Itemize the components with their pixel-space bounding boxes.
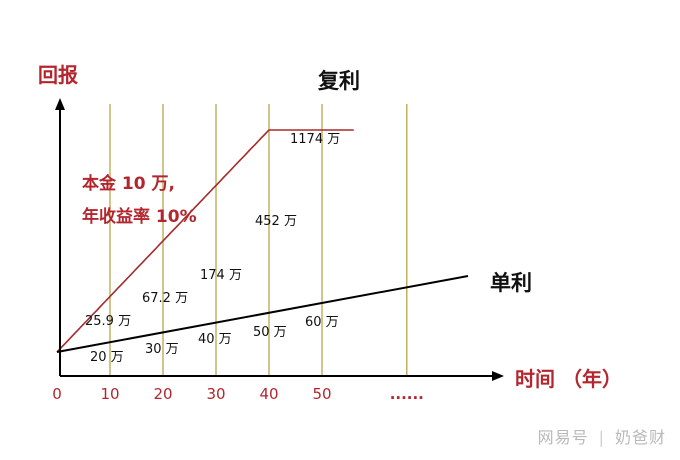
simple-value-label: 50 万 [253,325,287,340]
x-tick-label: 20 [153,385,172,403]
gridlines [109,104,408,376]
annotation-rate: 年收益率 10% [82,206,197,227]
compound-value-label: 1174 万 [290,132,340,147]
simple-value-label: 60 万 [305,315,339,330]
compound-value-label: 174 万 [200,268,242,283]
annotation-principal: 本金 10 万, [82,173,175,194]
x-tick-label: 0 [52,385,62,403]
watermark-author: 奶爸财 [614,428,666,447]
x-tick-label: ...... [390,385,424,403]
watermark: 网易号 | 奶爸财 [538,424,666,448]
simple-interest-series-label: 单利 [490,271,532,295]
y-axis-arrow [55,98,65,110]
x-tick-labels: 0 10 20 30 40 50...... [52,385,424,403]
x-tick-label: 40 [259,385,278,403]
x-axis-label: 时间 （年） [515,367,622,391]
compound-value-label: 452 万 [255,214,297,229]
watermark-source: 网易号 [537,428,589,447]
chart-title: 复利 [317,69,360,93]
x-axis-arrow [492,371,504,381]
simple-value-label: 20 万 [90,350,124,365]
x-tick-label: 30 [206,385,225,403]
compound-value-label: 25.9 万 [85,314,131,329]
simple-value-label: 40 万 [198,332,232,347]
compound-value-label: 67.2 万 [142,291,188,306]
x-tick-label: 50 [312,385,331,403]
data-labels: 25.9 万 67.2 万 174 万 452 万 1174 万 20 万 30 万 40 万… [85,132,340,365]
compound-interest-curve [56,129,354,353]
watermark-separator: | [598,428,605,447]
x-tick-label: 10 [100,385,119,403]
simple-interest-line [56,275,469,353]
y-axis-label: 回报 [38,63,78,87]
simple-value-label: 30 万 [145,342,179,357]
